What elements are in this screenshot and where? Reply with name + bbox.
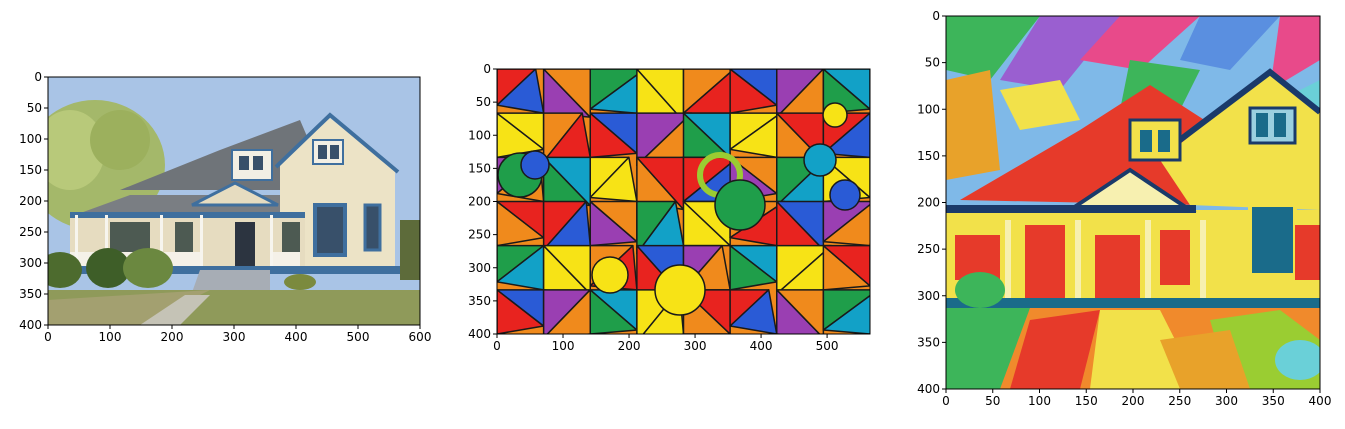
stained-glass-axes: 0 100 200 300 400 500 0 50 100 150 200 250 300 350 400 (468, 62, 838, 353)
stained-glass-style-ytick-label: 0 (483, 62, 491, 76)
stylized-house-ytick-label: 250 (917, 242, 940, 256)
house-photo-xtick-label: 100 (99, 330, 122, 344)
stylized-house-xtick-label: 300 (1215, 394, 1238, 408)
house-photo-ytick-label: 50 (27, 101, 42, 115)
house-photo-ytick-label: 0 (34, 70, 42, 84)
stylized-house-ytick-label: 400 (917, 382, 940, 396)
stained-glass-style-ytick-label: 300 (468, 261, 491, 275)
stylized-house-xtick-label: 400 (1309, 394, 1332, 408)
house-photo-xtick-label: 400 (285, 330, 308, 344)
stained-glass-style-ytick-label: 250 (468, 228, 491, 242)
stained-glass-shard (589, 156, 638, 203)
house-photo-ytick-label: 250 (19, 225, 42, 239)
stylized-house-ytick-label: 150 (917, 149, 940, 163)
house-photo-xtick-label: 300 (223, 330, 246, 344)
house-photo-ytick-label: 400 (19, 318, 42, 332)
house-photo-xtick-label: 500 (347, 330, 370, 344)
stylized-house-ytick-label: 100 (917, 102, 940, 116)
stained-glass-style-xtick-label: 100 (552, 339, 575, 353)
stylized-house-xtick-label: 100 (1028, 394, 1051, 408)
house-photo-ytick-label: 100 (19, 132, 42, 146)
house-photo-xtick-label: 0 (44, 330, 52, 344)
stained-glass-shard (822, 112, 870, 159)
stained-glass-style-xtick-label: 400 (750, 339, 773, 353)
stylized-house-ytick-label: 350 (917, 335, 940, 349)
house-photo-image (48, 77, 420, 325)
stained-glass-image (497, 69, 870, 334)
stylized-house-ytick-label: 50 (925, 56, 940, 70)
stained-glass-shard (497, 69, 545, 114)
stained-glass-style-xtick-label: 500 (816, 339, 839, 353)
stylized-house-ytick-label: 0 (932, 9, 940, 23)
stylized-house-xtick-label: 250 (1168, 394, 1191, 408)
stylized-house-xtick-label: 50 (985, 394, 1000, 408)
stylized-house-ytick-label: 300 (917, 289, 940, 303)
house-photo-ytick-label: 350 (19, 287, 42, 301)
stained-glass-style-ytick-label: 50 (476, 95, 491, 109)
stained-glass-style-ytick-label: 350 (468, 294, 491, 308)
stylized-house-xtick-label: 0 (942, 394, 950, 408)
house-photo-ytick-label: 150 (19, 163, 42, 177)
stained-glass-style-ytick-label: 400 (468, 327, 491, 341)
stained-glass-shard (822, 69, 870, 110)
stained-glass-shard (822, 294, 870, 334)
stylized-house-panel: 0 50 100 150 200 250 300 350 4000501001502002503… (917, 9, 1331, 408)
stained-glass-panel: 0 100 200 300 400 500 0 50 100 150 200 250 300 350 400 (468, 62, 871, 353)
house-photo-xtick-label: 200 (161, 330, 184, 344)
stylized-house-xtick-label: 350 (1262, 394, 1285, 408)
stained-glass-style-ytick-label: 150 (468, 161, 491, 175)
stylized-house-ytick-label: 200 (917, 196, 940, 210)
stylized-house-xtick-label: 150 (1075, 394, 1098, 408)
house-photo-ytick-label: 300 (19, 256, 42, 270)
stained-glass-circles (497, 102, 861, 316)
stained-glass-style-xtick-label: 200 (618, 339, 641, 353)
house-photo-ytick-label: 200 (19, 194, 42, 208)
house-photo-axes: 0 100 200 300 400 500 600 0 50 100 150 200 250 300 350… (19, 70, 431, 344)
stained-glass-shard (729, 289, 778, 334)
stylized-house-axes: 0 50 100 150 200 250 300 350 4000501001502002503… (917, 9, 1331, 408)
stained-glass-style-xtick-label: 0 (493, 339, 501, 353)
stained-glass-style-xtick-label: 300 (684, 339, 707, 353)
stained-glass-shard (822, 244, 870, 287)
stylized-house-image (946, 16, 1320, 389)
stained-glass-style-ytick-label: 100 (468, 128, 491, 142)
house-photo-panel: 0 100 200 300 400 500 600 0 50 100 150 200 250 300 350… (19, 70, 431, 344)
stylized-house-xtick-label: 200 (1122, 394, 1145, 408)
stained-glass-shard (822, 203, 870, 247)
stained-glass-style-ytick-label: 200 (468, 195, 491, 209)
house-photo-xtick-label: 600 (409, 330, 432, 344)
